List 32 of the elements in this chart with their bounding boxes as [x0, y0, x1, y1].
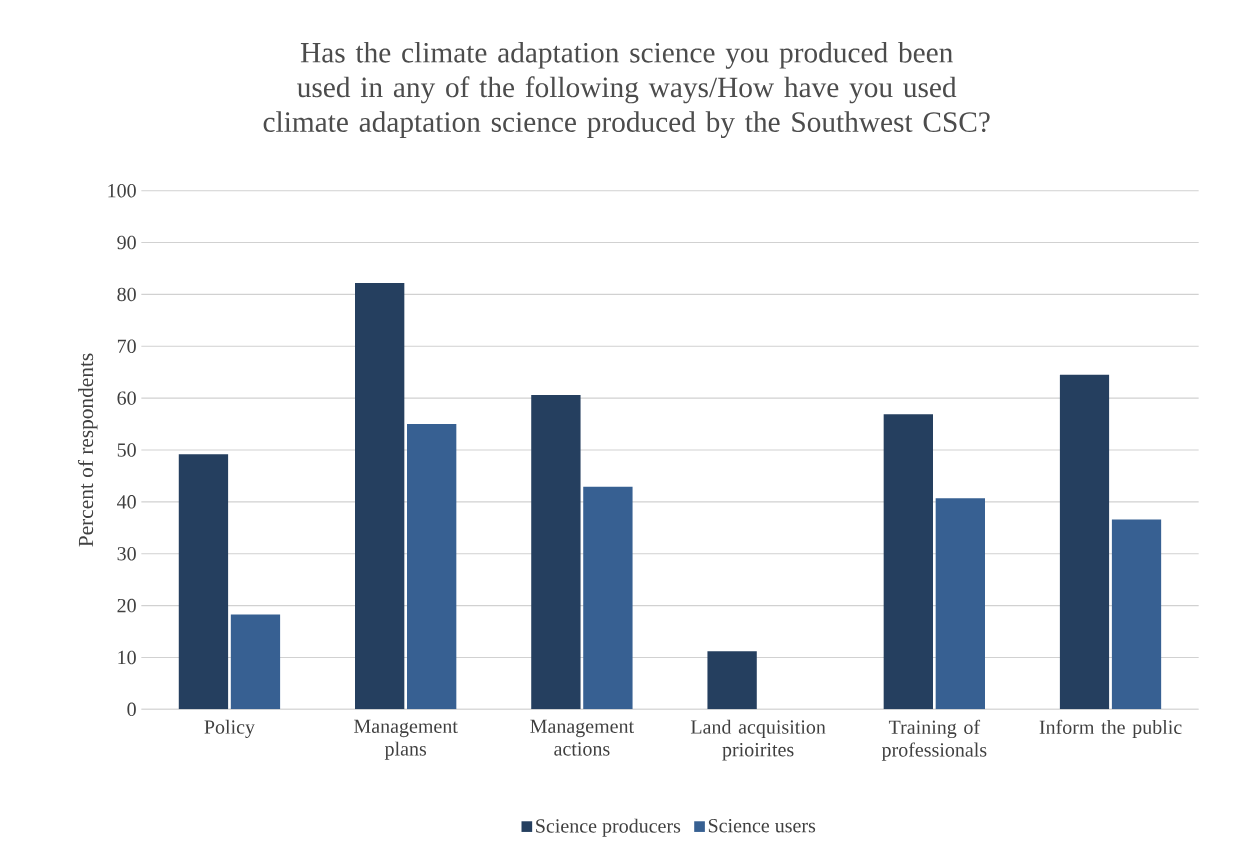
x-tick-label: Policy — [204, 719, 255, 738]
y-tick-label: 100 — [108, 183, 136, 198]
y-tick-label: 70 — [117, 339, 136, 353]
legend-label: Science users — [708, 818, 816, 833]
y-tick-label: 80 — [117, 287, 136, 302]
bar — [707, 651, 757, 710]
bar — [935, 498, 985, 710]
y-tick-label: 10 — [118, 650, 136, 665]
bar — [531, 395, 581, 710]
chart-title: Has the climate adaptation science you produced been used in any of the following ways/How have you used climate adaptation science produced by the Southwest CSC? — [263, 41, 990, 139]
bar — [355, 282, 405, 710]
y-tick-label: 90 — [117, 235, 136, 250]
y-tick-label: 40 — [117, 495, 136, 509]
y-axis-title: Percent of respondents — [77, 353, 98, 547]
y-tick-label: 30 — [117, 546, 136, 561]
y-tick-label: 60 — [117, 391, 136, 405]
y-tick-label: 50 — [117, 443, 136, 457]
bar — [1111, 519, 1162, 710]
bar — [883, 414, 933, 710]
y-tick-label: 0 — [127, 702, 136, 717]
bar — [230, 614, 281, 710]
x-tick-label: Management actions — [530, 719, 634, 756]
x-tick-label: Management plans — [354, 719, 458, 760]
y-tick-label: 20 — [117, 598, 136, 613]
bar — [1059, 374, 1110, 710]
x-tick-label: Inform the public — [1039, 719, 1182, 739]
x-tick-label: Land acquisition prioirites — [690, 719, 826, 761]
x-tick-label: Training of professionals — [881, 719, 987, 761]
bar — [178, 454, 229, 710]
bar — [583, 486, 633, 710]
legend-label: Science producers — [536, 818, 681, 837]
bar — [407, 424, 457, 710]
